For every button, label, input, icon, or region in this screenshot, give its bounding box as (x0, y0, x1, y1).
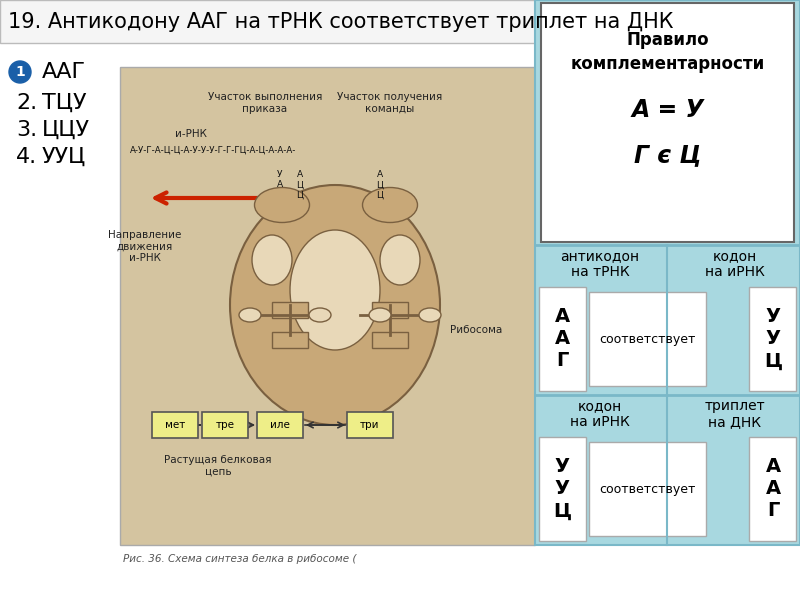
FancyBboxPatch shape (347, 412, 393, 438)
Ellipse shape (369, 308, 391, 322)
FancyBboxPatch shape (120, 67, 535, 545)
Ellipse shape (254, 187, 310, 223)
Ellipse shape (419, 308, 441, 322)
Ellipse shape (380, 235, 420, 285)
Text: 3.: 3. (16, 120, 37, 140)
Text: Рибосома: Рибосома (450, 325, 502, 335)
Ellipse shape (290, 230, 380, 350)
Text: соответствует: соответствует (599, 332, 695, 346)
Text: У
У
Ц: У У Ц (553, 457, 571, 520)
Text: Рис. 36. Схема синтеза белка в рибосоме (: Рис. 36. Схема синтеза белка в рибосоме … (123, 554, 356, 564)
FancyBboxPatch shape (541, 3, 794, 242)
Text: иле: иле (270, 420, 290, 430)
FancyBboxPatch shape (272, 302, 308, 318)
FancyBboxPatch shape (372, 302, 408, 318)
Text: У
А: У А (277, 170, 283, 190)
Text: Растущая белковая
цепь: Растущая белковая цепь (164, 455, 272, 476)
Text: Г є Ц: Г є Ц (634, 143, 701, 167)
Text: кодон
на иРНК: кодон на иРНК (570, 399, 630, 429)
Ellipse shape (239, 308, 261, 322)
Text: мет: мет (165, 420, 185, 430)
Text: антикодон
на тРНК: антикодон на тРНК (561, 249, 639, 279)
Ellipse shape (362, 187, 418, 223)
Text: Направление
движения
и-РНК: Направление движения и-РНК (108, 230, 182, 263)
Text: ААГ: ААГ (42, 62, 86, 82)
Text: и-РНК: и-РНК (175, 129, 207, 139)
Text: соответствует: соответствует (599, 482, 695, 496)
Text: УУЦ: УУЦ (42, 147, 86, 167)
FancyBboxPatch shape (152, 412, 198, 438)
FancyBboxPatch shape (539, 437, 586, 541)
Ellipse shape (252, 235, 292, 285)
Text: тре: тре (215, 420, 234, 430)
Text: А = У: А = У (631, 98, 704, 122)
FancyBboxPatch shape (535, 0, 800, 545)
Text: Участок получения
команды: Участок получения команды (338, 92, 442, 113)
FancyBboxPatch shape (589, 292, 706, 386)
Text: кодон
на иРНК: кодон на иРНК (705, 249, 765, 279)
Text: А
А
Г: А А Г (554, 307, 570, 370)
Text: три: три (360, 420, 380, 430)
FancyBboxPatch shape (372, 332, 408, 348)
Text: Правило
комплементарности: Правило комплементарности (570, 31, 765, 73)
Text: А
А
Г: А А Г (766, 457, 781, 520)
Text: триплет
на ДНК: триплет на ДНК (705, 399, 766, 429)
Text: ТЦУ: ТЦУ (42, 93, 86, 113)
FancyBboxPatch shape (539, 287, 586, 391)
Text: У
У
Ц: У У Ц (764, 307, 782, 370)
Text: ЦЦУ: ЦЦУ (42, 120, 90, 140)
Text: 19. Антикодону ААГ на тРНК соответствует триплет на ДНК: 19. Антикодону ААГ на тРНК соответствует… (8, 12, 674, 32)
Text: Участок выполнения
приказа: Участок выполнения приказа (208, 92, 322, 113)
Text: А-У-Г-А-Ц-Ц-А-У-У-У-Г-Г-ГЦ-А-Ц-А-А-А-: А-У-Г-А-Ц-Ц-А-У-У-У-Г-Г-ГЦ-А-Ц-А-А-А- (130, 145, 296, 154)
Text: А
Ц
Ц: А Ц Ц (297, 170, 303, 200)
FancyBboxPatch shape (272, 332, 308, 348)
Text: А
Ц
Ц: А Ц Ц (377, 170, 383, 200)
Ellipse shape (309, 308, 331, 322)
Text: 4.: 4. (16, 147, 37, 167)
Ellipse shape (230, 185, 440, 425)
FancyBboxPatch shape (202, 412, 248, 438)
FancyBboxPatch shape (257, 412, 303, 438)
FancyBboxPatch shape (0, 0, 800, 43)
Text: 1: 1 (15, 65, 25, 79)
FancyBboxPatch shape (749, 437, 796, 541)
FancyBboxPatch shape (589, 442, 706, 536)
Circle shape (9, 61, 31, 83)
Text: 2.: 2. (16, 93, 37, 113)
FancyBboxPatch shape (749, 287, 796, 391)
